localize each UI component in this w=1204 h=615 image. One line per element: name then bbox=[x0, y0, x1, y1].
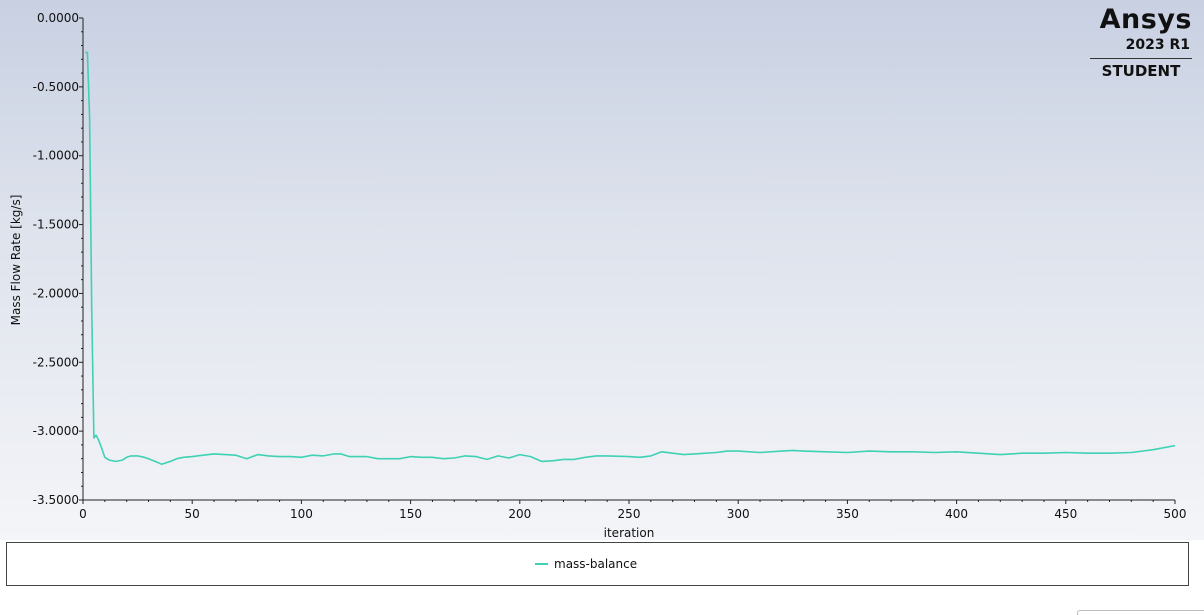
x-tick-label: 350 bbox=[836, 507, 859, 521]
x-tick-label: 500 bbox=[1164, 507, 1187, 521]
legend: mass-balance bbox=[6, 542, 1189, 586]
series-group bbox=[85, 51, 1176, 465]
x-tick-label: 150 bbox=[399, 507, 422, 521]
logo-edition: STUDENT bbox=[1101, 62, 1181, 80]
y-tick-label: -1.5000 bbox=[33, 218, 79, 232]
x-tick-label: 300 bbox=[727, 507, 750, 521]
corner-control bbox=[1077, 610, 1204, 615]
y-tick-label: 0.0000 bbox=[37, 11, 79, 25]
y-tick-label: -2.5000 bbox=[33, 355, 79, 369]
x-tick-label: 100 bbox=[290, 507, 313, 521]
y-tick-label: -3.0000 bbox=[33, 424, 79, 438]
ansys-logo: Ansys 2023 R1 STUDENT bbox=[1082, 4, 1192, 80]
x-tick-label: 0 bbox=[79, 507, 87, 521]
plot-area: 0 50 100 150 200 250 300 350 400 450 500 0.0000 -0.… bbox=[0, 0, 1204, 540]
logo-brand: Ansys bbox=[1099, 4, 1192, 35]
y-axis-title: Mass Flow Rate [kg/s] bbox=[9, 195, 23, 326]
y-tick-label: -3.5000 bbox=[33, 493, 79, 507]
x-tick-label: 250 bbox=[618, 507, 641, 521]
y-tick-label: -0.5000 bbox=[33, 80, 79, 94]
x-tick-label: 450 bbox=[1054, 507, 1077, 521]
legend-entry[interactable]: mass-balance bbox=[535, 557, 637, 571]
x-axis-title: iteration bbox=[604, 526, 655, 540]
x-tick-label: 200 bbox=[508, 507, 531, 521]
logo-divider bbox=[1090, 58, 1192, 59]
x-tick-label: 400 bbox=[945, 507, 968, 521]
legend-swatch bbox=[535, 563, 548, 565]
y-tick-label: -2.0000 bbox=[33, 286, 79, 300]
logo-version: 2023 R1 bbox=[1125, 37, 1190, 53]
x-tick-label: 50 bbox=[185, 507, 200, 521]
x-axis-ticks: 0 50 100 150 200 250 300 350 400 450 500 bbox=[79, 500, 1186, 521]
legend-label: mass-balance bbox=[554, 557, 638, 571]
chart: 0 50 100 150 200 250 300 350 400 450 500 0.0000 -0.… bbox=[9, 11, 1186, 540]
y-axis-ticks: 0.0000 -0.5000 -1.0000 -1.5000 -2.0000 -2.500… bbox=[33, 11, 83, 507]
series-line-mass-balance bbox=[85, 51, 1176, 465]
y-tick-label: -1.0000 bbox=[33, 149, 79, 163]
axes bbox=[82, 18, 1175, 501]
